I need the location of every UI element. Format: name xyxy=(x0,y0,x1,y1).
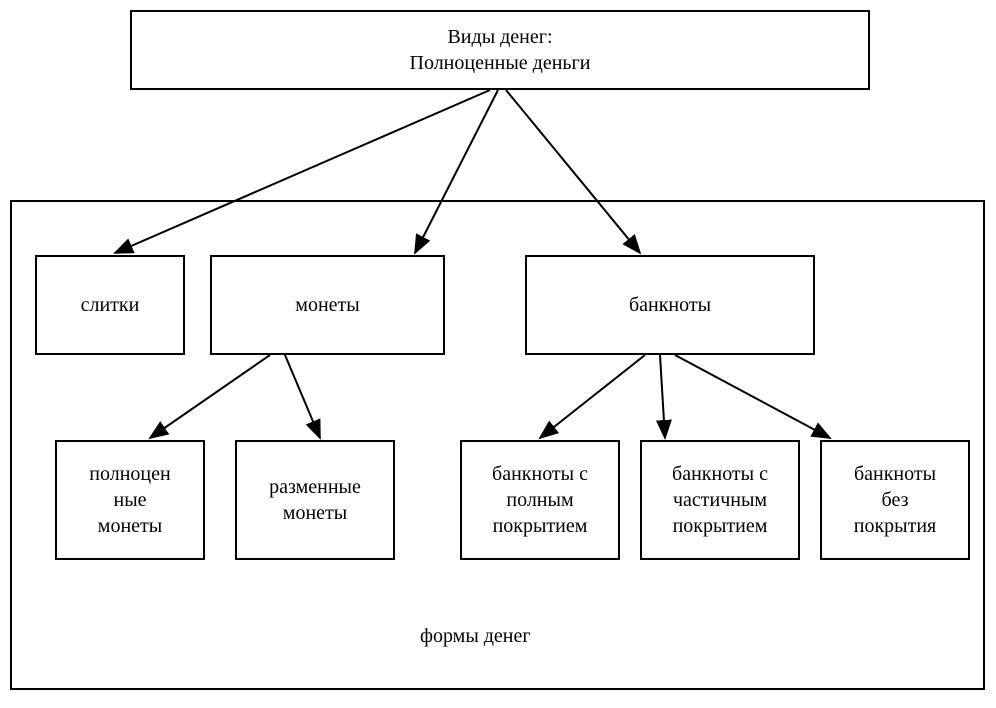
node-banknoty: банкноты xyxy=(525,255,815,355)
bank-chast-l2: частичным xyxy=(673,487,767,513)
bank-poln-l3: покрытием xyxy=(493,513,588,539)
root-node: Виды денег: Полноценные деньги xyxy=(130,10,870,90)
monety-label: монеты xyxy=(295,292,359,318)
node-banknoty-polnym: банкноты с полным покрытием xyxy=(460,440,620,560)
node-banknoty-chastichnym: банкноты с частичным покрытием xyxy=(640,440,800,560)
poln-monety-l1: полноцен xyxy=(89,461,170,487)
node-slitki: слитки xyxy=(35,255,185,355)
poln-monety-l3: монеты xyxy=(98,513,162,539)
node-razmennye-monety: разменные монеты xyxy=(235,440,395,560)
razm-monety-l2: монеты xyxy=(283,500,347,526)
banknoty-label: банкноты xyxy=(629,292,711,318)
root-title-line2: Полноценные деньги xyxy=(410,50,591,76)
bank-bez-l3: покрытия xyxy=(854,513,937,539)
node-banknoty-bez: банкноты без покрытия xyxy=(820,440,970,560)
bank-poln-l2: полным xyxy=(506,487,573,513)
node-monety: монеты xyxy=(210,255,445,355)
bank-bez-l1: банкноты xyxy=(854,461,936,487)
slitki-label: слитки xyxy=(81,292,140,318)
bank-chast-l3: покрытием xyxy=(673,513,768,539)
node-polnocennye-monety: полноцен ные монеты xyxy=(55,440,205,560)
bank-chast-l1: банкноты с xyxy=(672,461,768,487)
bank-bez-l2: без xyxy=(882,487,909,513)
razm-monety-l1: разменные xyxy=(269,474,361,500)
poln-monety-l2: ные xyxy=(113,487,146,513)
root-title-line1: Виды денег: xyxy=(447,24,552,50)
bank-poln-l1: банкноты с xyxy=(492,461,588,487)
footer-text: формы денег xyxy=(420,625,531,647)
footer-label: формы денег xyxy=(420,625,531,648)
